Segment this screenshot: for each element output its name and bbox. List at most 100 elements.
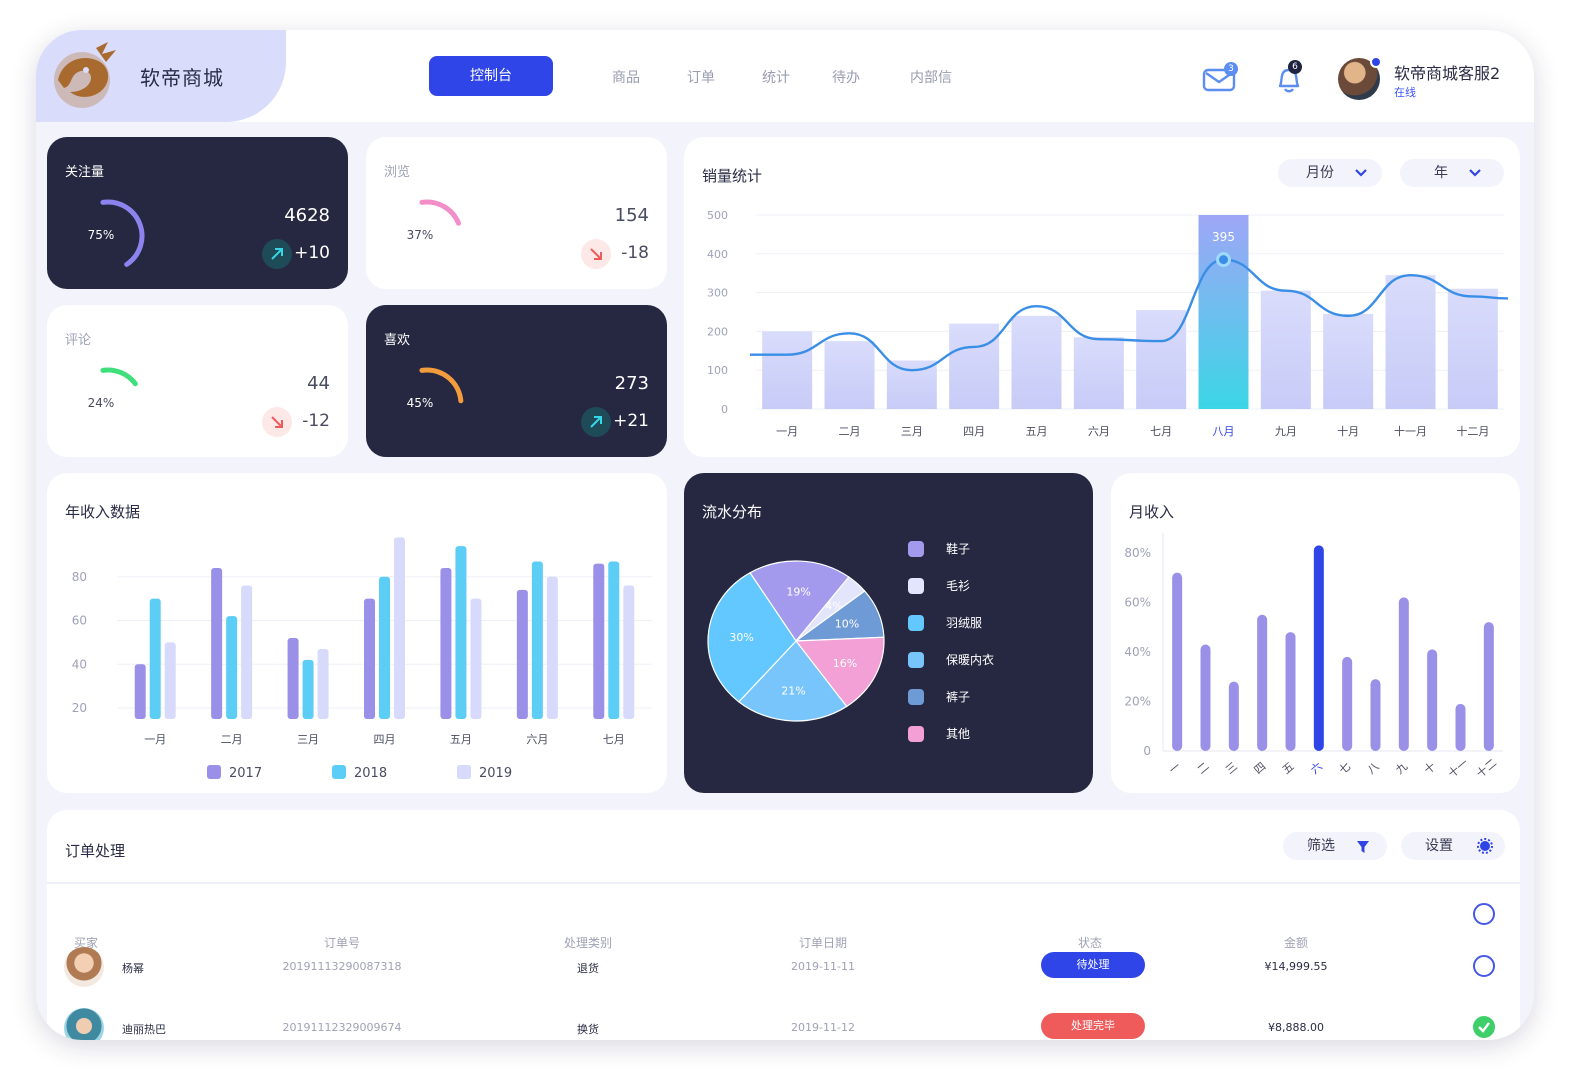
stat-percent: 75% (87, 228, 115, 242)
monthly-bar (1200, 644, 1211, 751)
dropdown-label: 月份 (1306, 165, 1334, 181)
brand-name: 软帝商城 (140, 66, 224, 90)
orders-title: 订单处理 (65, 842, 126, 860)
nav-stats[interactable]: 统计 (762, 70, 790, 86)
nav-internal-mail[interactable]: 内部信 (910, 70, 952, 86)
select-all-checkbox[interactable] (1473, 903, 1495, 925)
x-tick-label: 二月 (839, 425, 861, 438)
sales-bar (1260, 290, 1311, 409)
legend-swatch (332, 765, 346, 779)
x-tick-label: 十 (1421, 759, 1438, 777)
legend-swatch (457, 765, 471, 779)
sales-bar (1198, 215, 1249, 409)
monthly-income-chart: 0 20% 40% 60% 80% 一二三四五六七八九十十一 十二 (1124, 533, 1503, 781)
x-tick-label: 二 (1195, 760, 1212, 777)
sales-bar (1447, 288, 1498, 409)
x-tick-label: 五月 (450, 733, 472, 746)
stat-card-likes: 喜欢 45% 273 +21 (366, 305, 667, 457)
sales-line (749, 258, 1509, 372)
x-tick-label: 十一月 (1394, 424, 1427, 438)
x-tick-label: 六月 (1088, 425, 1110, 438)
trend-up-icon (581, 407, 611, 437)
settings-button[interactable]: 设置 (1401, 832, 1505, 860)
y-tick-label: 400 (707, 248, 728, 261)
process-category: 退货 (577, 962, 599, 975)
x-tick-label: 五月 (1026, 425, 1048, 438)
x-tick-label: 一月 (144, 733, 166, 746)
y-tick-label: 40% (1124, 645, 1151, 659)
y-tick-label: 0 (1143, 744, 1151, 758)
legend-label: 2018 (354, 766, 387, 781)
mail-icon[interactable] (1202, 66, 1238, 92)
income-bar (593, 563, 605, 719)
income-bar (546, 576, 558, 719)
nav-todo[interactable]: 待办 (832, 70, 860, 86)
y-tick-label: 60 (72, 614, 87, 628)
x-tick-label: 十一 (1445, 756, 1471, 781)
filter-button[interactable]: 筛选 (1283, 832, 1387, 860)
filter-label: 筛选 (1307, 838, 1335, 854)
stat-ring (100, 367, 138, 387)
income-bar (364, 598, 375, 719)
slice-label: 30% (729, 631, 753, 644)
sales-bar (762, 331, 813, 409)
stat-value: 154 (614, 205, 649, 226)
x-tick-label: 五 (1280, 760, 1297, 777)
stat-title: 关注量 (65, 165, 105, 180)
legend-label: 鞋子 (946, 541, 970, 556)
y-tick-label: 60% (1124, 595, 1151, 609)
nav-dashboard[interactable]: 控制台 (429, 56, 553, 96)
stat-card-follows: 关注量 75% 4628 +10 (47, 137, 348, 289)
stat-ring (100, 199, 145, 267)
dropdown-label: 年 (1434, 165, 1448, 181)
divider (47, 882, 1520, 884)
year-filter-dropdown[interactable]: 年 (1400, 159, 1504, 187)
stat-delta: +10 (294, 243, 330, 263)
y-tick-label: 500 (707, 209, 728, 222)
month-filter-dropdown[interactable]: 月份 (1278, 159, 1382, 187)
status-badge[interactable]: 处理完毕 (1041, 1013, 1145, 1039)
pie-slice (737, 640, 848, 722)
monthly-bar (1398, 597, 1409, 751)
column-header: 买家 (73, 936, 98, 950)
x-tick-label: 七月 (1150, 425, 1172, 438)
monthly-bar (1285, 632, 1296, 751)
highlight-point (1216, 252, 1231, 268)
income-bar (531, 561, 543, 719)
highlight-label: 395 (1212, 230, 1235, 244)
order-number[interactable]: 20191112329009674 (282, 1021, 402, 1034)
monthly-bar (1172, 572, 1183, 751)
y-tick-label: 40 (72, 657, 87, 671)
x-tick-label: 八 (1365, 760, 1382, 777)
income-bar (302, 659, 314, 719)
column-header: 处理类别 (563, 936, 612, 950)
order-number[interactable]: 20191113290087318 (282, 960, 402, 973)
funnel-icon (1357, 841, 1369, 853)
order-amount: ¥14,999.55 (1264, 960, 1328, 973)
x-tick-label: 六月 (526, 733, 548, 746)
nav-orders[interactable]: 订单 (687, 70, 715, 86)
checked-circle-icon[interactable] (1473, 1016, 1495, 1038)
stat-title: 浏览 (384, 165, 411, 180)
income-bar (149, 598, 161, 719)
nav-products[interactable]: 商品 (612, 70, 640, 86)
pie-slice (707, 572, 797, 703)
avatar (64, 1008, 104, 1040)
row-checkbox[interactable] (1473, 955, 1495, 977)
status-badge[interactable]: 待处理 (1041, 952, 1145, 978)
avatar (64, 947, 104, 987)
x-tick-label: 十二 (1473, 756, 1499, 781)
trend-up-icon (262, 239, 292, 269)
user-name[interactable]: 软帝商城客服2 (1394, 64, 1501, 83)
trend-down-icon (262, 407, 292, 437)
sales-bar (1136, 310, 1187, 409)
stat-value: 273 (614, 373, 649, 394)
legend-swatch (908, 726, 924, 742)
legend-label: 其他 (946, 727, 970, 741)
stat-delta: -18 (621, 243, 649, 263)
stat-percent: 37% (406, 228, 434, 242)
x-tick-label: 八月 (1213, 425, 1235, 438)
slice-label: 19% (786, 585, 810, 598)
x-tick-label: 一 (1167, 760, 1184, 777)
